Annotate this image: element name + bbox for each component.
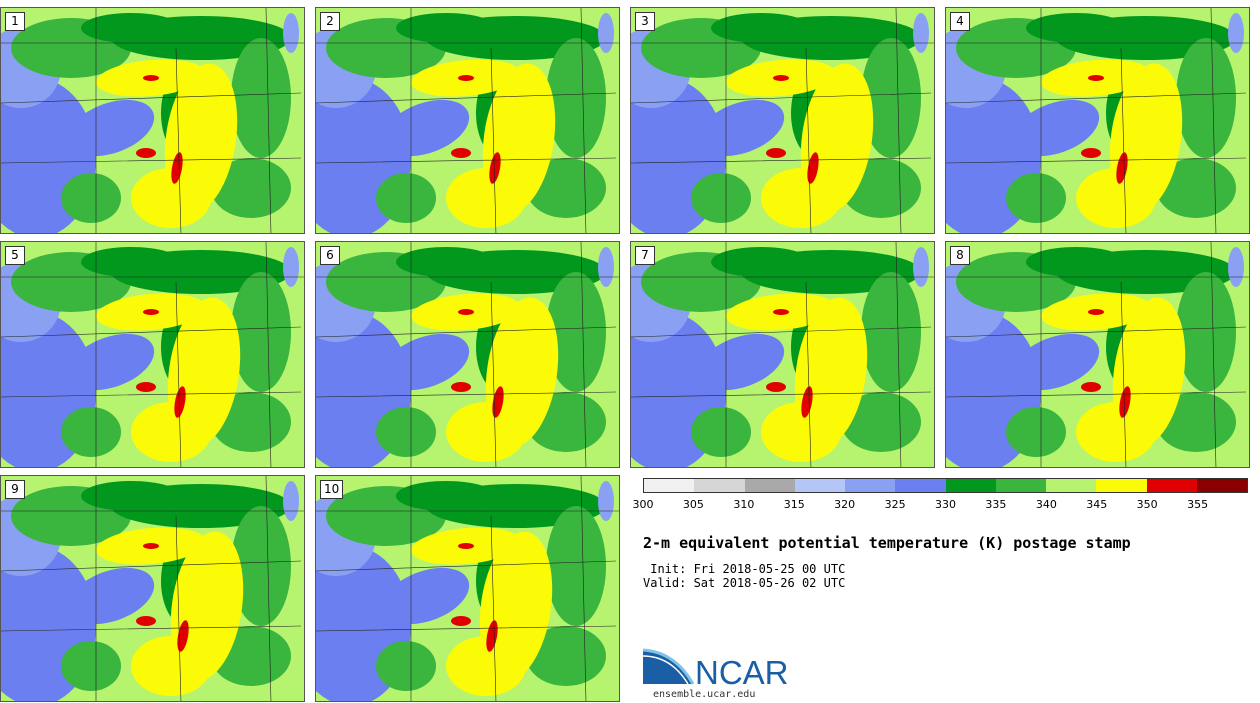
logo-text: NCAR xyxy=(695,654,789,690)
colorbar-segment xyxy=(845,479,896,492)
colorbar-tick-label: 305 xyxy=(682,498,704,511)
member-number-label: 6 xyxy=(320,246,340,265)
colorbar-segment xyxy=(895,479,946,492)
colorbar-segment xyxy=(694,479,745,492)
logo-url: ensemble.ucar.edu xyxy=(653,689,756,700)
member-number-label: 3 xyxy=(635,12,655,31)
colorbar-tick-label: 335 xyxy=(985,498,1007,511)
colorbar-segment xyxy=(744,479,795,492)
member-number-label: 8 xyxy=(950,246,970,265)
member-number-label: 2 xyxy=(320,12,340,31)
valid-time: Valid: Sat 2018-05-26 02 UTC xyxy=(643,576,846,590)
colorbar-segment xyxy=(644,479,695,492)
plot-title: 2-m equivalent potential temperature (K)… xyxy=(643,534,1131,552)
colorbar-tick-label: 340 xyxy=(1035,498,1057,511)
colorbar-segment xyxy=(1046,479,1097,492)
member-number-label: 5 xyxy=(5,246,25,265)
colorbar-segment xyxy=(1196,479,1247,492)
member-number-label: 10 xyxy=(320,480,344,499)
colorbar-tick-label: 310 xyxy=(733,498,755,511)
member-number-label: 4 xyxy=(950,12,970,31)
colorbar-segment xyxy=(1096,479,1147,492)
ensemble-member-map: 2 xyxy=(315,7,620,234)
ensemble-member-map: 9 xyxy=(0,475,305,702)
colorbar-segment xyxy=(1146,479,1197,492)
ensemble-member-map: 3 xyxy=(630,7,935,234)
colorbar-segment xyxy=(995,479,1046,492)
colorbar-tick-label: 350 xyxy=(1136,498,1158,511)
member-number-label: 9 xyxy=(5,480,25,499)
colorbar-tick-label: 325 xyxy=(884,498,906,511)
member-number-label: 7 xyxy=(635,246,655,265)
colorbar-tick-label: 330 xyxy=(935,498,956,511)
ensemble-member-map: 4 xyxy=(945,7,1250,234)
ensemble-member-map: 6 xyxy=(315,241,620,468)
colorbar-tick-label: 320 xyxy=(834,498,856,511)
member-number-label: 1 xyxy=(5,12,25,31)
ensemble-member-map: 7 xyxy=(630,241,935,468)
ensemble-member-map: 1 xyxy=(0,7,305,234)
init-time: Init: Fri 2018-05-25 00 UTC xyxy=(643,562,846,576)
colorbar-segment xyxy=(794,479,845,492)
colorbar xyxy=(643,478,1248,493)
colorbar-segment xyxy=(945,479,996,492)
colorbar-tick-label: 300 xyxy=(632,498,654,511)
ensemble-member-map: 5 xyxy=(0,241,305,468)
ncar-logo: NCAR xyxy=(642,646,793,691)
colorbar-tick-label: 315 xyxy=(783,498,805,511)
colorbar-tick-label: 355 xyxy=(1187,498,1209,511)
ensemble-member-map: 8 xyxy=(945,241,1250,468)
ensemble-member-map: 10 xyxy=(315,475,620,702)
colorbar-tick-label: 345 xyxy=(1086,498,1108,511)
